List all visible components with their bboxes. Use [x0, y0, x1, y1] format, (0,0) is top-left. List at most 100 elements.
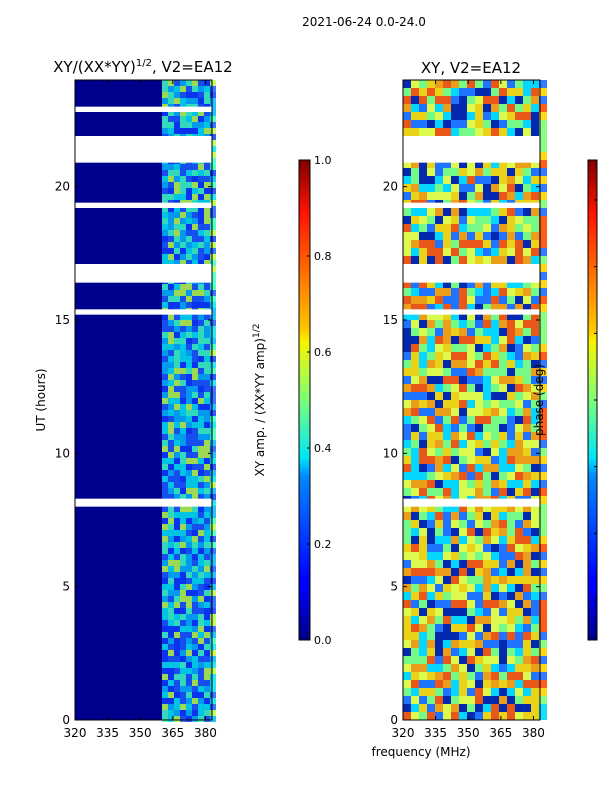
amp-signal-cell [209, 338, 216, 344]
phase-signal-cell [523, 712, 531, 720]
amp-signal-cell [191, 122, 198, 128]
phase-signal-cell [427, 448, 435, 456]
phase-signal-cell [411, 288, 419, 296]
amp-signal-cell [179, 242, 186, 248]
amp-signal-cell [191, 392, 198, 398]
phase-signal-cell [483, 120, 491, 128]
amp-signal-cell [185, 650, 192, 656]
phase-signal-cell [443, 296, 451, 304]
amp-signal-cell [203, 692, 210, 698]
phase-signal-cell [483, 160, 491, 168]
phase-signal-cell [411, 160, 419, 168]
amp-signal-cell [209, 380, 216, 386]
amp-signal-cell [203, 542, 210, 548]
phase-signal-cell [435, 712, 443, 720]
phase-signal-cell [483, 256, 491, 264]
phase-signal-cell [419, 224, 427, 232]
phase-signal-cell [403, 360, 411, 368]
phase-signal-cell [483, 504, 491, 512]
amp-signal-cell [173, 80, 180, 86]
phase-signal-cell [435, 208, 443, 216]
phase-signal-cell [515, 392, 523, 400]
amp-signal-cell [191, 218, 198, 224]
phase-signal-cell [507, 280, 515, 288]
amp-signal-cell [209, 188, 216, 194]
phase-signal-cell [531, 488, 539, 496]
phase-signal-cell [499, 296, 507, 304]
phase-signal-cell [443, 696, 451, 704]
phase-signal-cell [491, 88, 499, 96]
amp-signal-cell [161, 422, 168, 428]
amp-signal-cell [167, 710, 174, 716]
phase-signal-cell [499, 472, 507, 480]
phase-signal-cell [419, 216, 427, 224]
amp-signal-cell [197, 626, 204, 632]
phase-signal-cell [491, 672, 499, 680]
amp-signal-cell [161, 608, 168, 614]
amp-signal-cell [167, 122, 174, 128]
phase-signal-cell [411, 80, 419, 88]
amp-signal-cell [161, 230, 168, 236]
phase-signal-cell [443, 128, 451, 136]
phase-signal-cell [531, 584, 539, 592]
amp-signal-cell [185, 494, 192, 500]
phase-signal-cell [475, 168, 483, 176]
amp-signal-cell [167, 692, 174, 698]
phase-signal-cell [475, 512, 483, 520]
phase-signal-cell [419, 176, 427, 184]
phase-signal-cell [403, 664, 411, 672]
phase-signal-cell [443, 376, 451, 384]
amp-signal-cell [209, 200, 216, 206]
phase-signal-cell [411, 448, 419, 456]
phase-signal-cell [435, 520, 443, 528]
phase-signal-cell [467, 360, 475, 368]
amp-signal-cell [167, 590, 174, 596]
phase-signal-cell [427, 664, 435, 672]
phase-signal-cell [435, 384, 443, 392]
amp-signal-cell [173, 686, 180, 692]
amp-y-tick-label: 0 [62, 713, 70, 727]
phase-signal-cell [419, 168, 427, 176]
phase-signal-cell [539, 616, 547, 624]
phase-signal-cell [531, 280, 539, 288]
phase-signal-cell [427, 472, 435, 480]
phase-signal-cell [427, 128, 435, 136]
phase-signal-cell [411, 704, 419, 712]
phase-signal-cell [467, 472, 475, 480]
phase-signal-cell [531, 480, 539, 488]
phase-signal-cell [443, 424, 451, 432]
amp-signal-cell [185, 392, 192, 398]
phase-signal-cell [427, 120, 435, 128]
amp-signal-cell [209, 482, 216, 488]
phase-signal-cell [531, 400, 539, 408]
amp-signal-cell [161, 596, 168, 602]
phase-signal-cell [483, 560, 491, 568]
phase-signal-cell [435, 680, 443, 688]
amp-signal-cell [209, 608, 216, 614]
amp-signal-cell [161, 320, 168, 326]
amp-signal-cell [191, 518, 198, 524]
amp-signal-cell [191, 506, 198, 512]
amp-signal-cell [191, 380, 198, 386]
amp-signal-cell [185, 572, 192, 578]
phase-signal-cell [539, 336, 547, 344]
amp-signal-cell [167, 194, 174, 200]
phase-signal-cell [531, 712, 539, 720]
amp-signal-cell [209, 512, 216, 518]
phase-signal-cell [539, 632, 547, 640]
phase-signal-cell [475, 632, 483, 640]
amp-signal-cell [179, 452, 186, 458]
phase-signal-cell [443, 344, 451, 352]
amp-signal-cell [161, 536, 168, 542]
amp-signal-cell [203, 698, 210, 704]
phase-signal-cell [467, 96, 475, 104]
amp-signal-cell [191, 542, 198, 548]
phase-signal-cell [483, 512, 491, 520]
amp-signal-cell [167, 98, 174, 104]
amp-signal-cell [167, 284, 174, 290]
amp-signal-cell [161, 356, 168, 362]
phase-signal-cell [427, 688, 435, 696]
phase-signal-cell [515, 160, 523, 168]
phase-signal-cell [483, 232, 491, 240]
amp-signal-cell [179, 284, 186, 290]
